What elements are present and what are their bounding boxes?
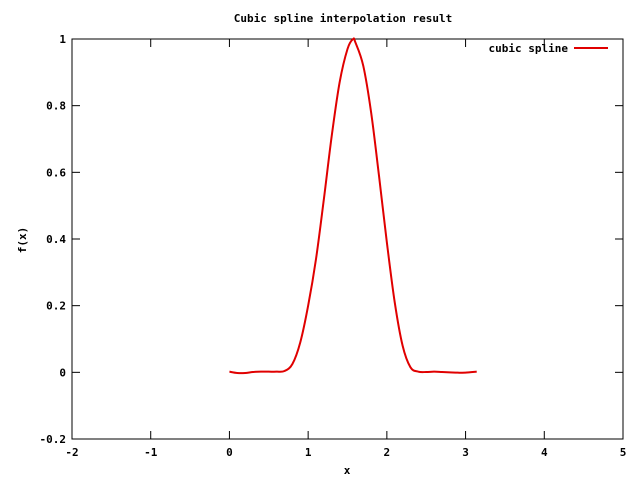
x-tick-label: 5 — [620, 446, 627, 459]
y-tick-label: 1 — [59, 33, 66, 46]
chart-title: Cubic spline interpolation result — [234, 12, 453, 25]
y-tick-label: 0.2 — [46, 300, 66, 313]
y-tick-label: 0.4 — [46, 233, 66, 246]
x-tick-label: 4 — [541, 446, 548, 459]
y-tick-label: 0.6 — [46, 166, 66, 179]
legend-label: cubic spline — [489, 42, 569, 55]
x-tick-label: 0 — [226, 446, 233, 459]
x-tick-label: -2 — [65, 446, 78, 459]
plot-frame — [71, 38, 624, 440]
x-tick-label: 1 — [305, 446, 312, 459]
x-tick-label: 2 — [384, 446, 391, 459]
series-line-0 — [229, 37, 477, 375]
axis-ticks: -2 -1 0 1 2 3 4 5 -0.2 0 0.2 0.4 0.6 0.8 1 — [40, 33, 627, 459]
y-tick-label: 0.8 — [46, 100, 66, 113]
series-layer — [229, 37, 477, 375]
y-axis-label: f(x) — [16, 227, 29, 254]
y-tick-label: 0 — [59, 366, 66, 379]
x-tick-label: 3 — [462, 446, 469, 459]
legend: cubic spline — [489, 42, 608, 55]
x-tick-label: -1 — [144, 446, 158, 459]
y-tick-label: -0.2 — [40, 433, 67, 446]
x-axis-label: x — [344, 464, 351, 477]
